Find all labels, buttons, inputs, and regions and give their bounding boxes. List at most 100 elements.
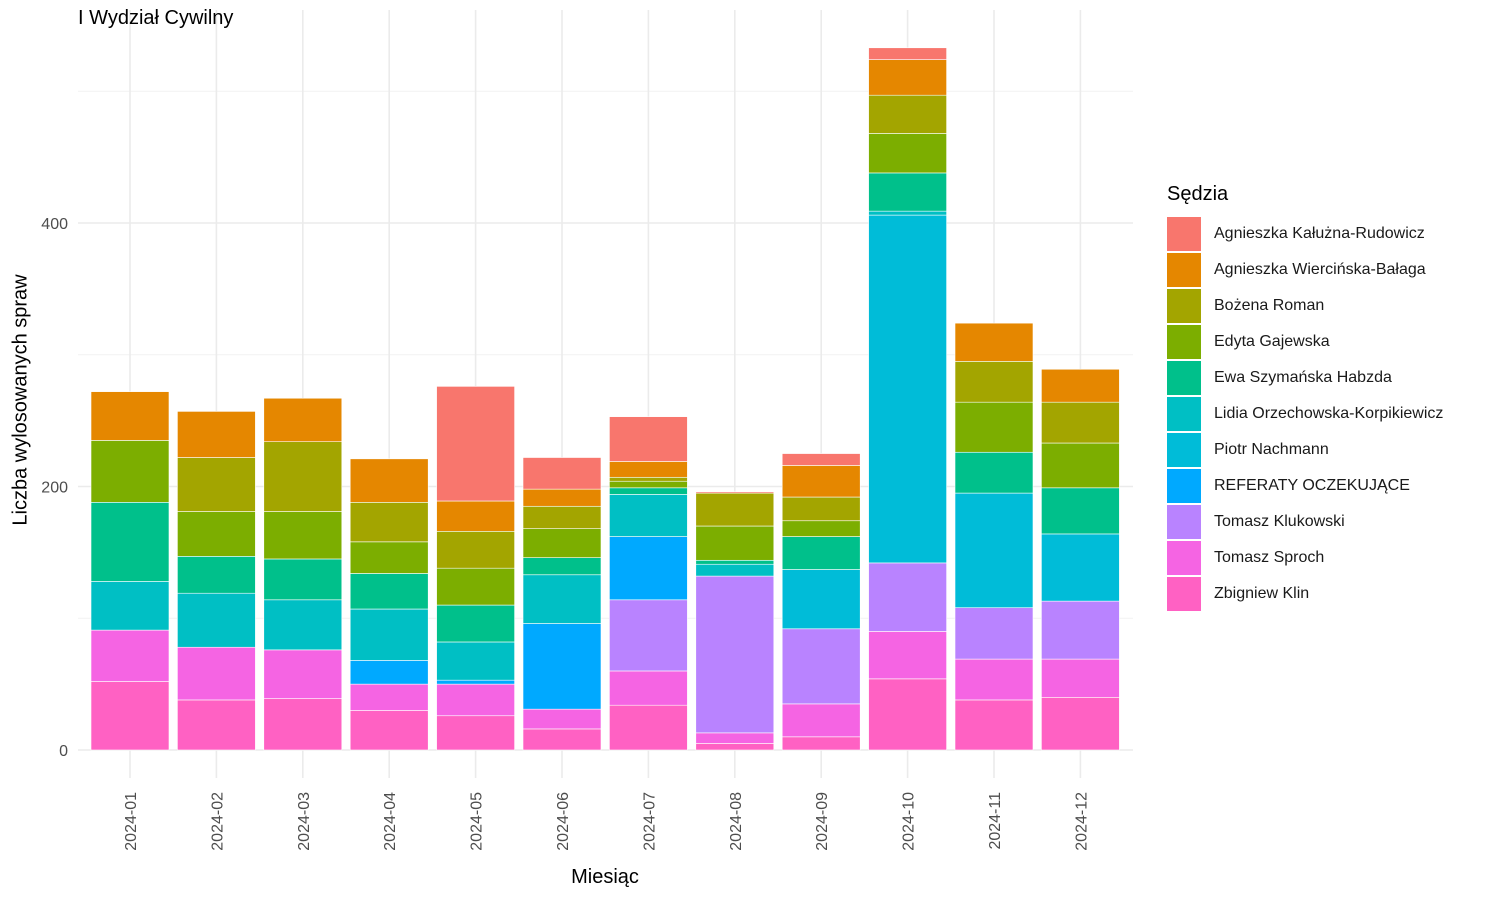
bar-segment: Agnieszka Wiercińska-Bałaga 2024-05: 23 xyxy=(436,500,515,532)
x-tick-label: 2024-09 xyxy=(814,792,831,851)
bar-segment: Zbigniew Klin 2024-02: 38 xyxy=(177,699,256,751)
legend-item: Agnieszka Kałużna-Rudowicz xyxy=(1167,216,1443,252)
bar-segment: Zbigniew Klin 2024-08: 5 xyxy=(695,743,775,751)
bar-segment: Ewa Szymańska Habzda 2024-06: 13 xyxy=(522,557,602,576)
legend-item: Tomasz Klukowski xyxy=(1167,504,1443,540)
bar-segment: Agnieszka Wiercińska-Bałaga 2024-09: 24 xyxy=(781,465,861,498)
bar-segment: Tomasz Sproch 2024-02: 40 xyxy=(177,646,256,701)
bar-segment: Edyta Gajewska 2024-11: 38 xyxy=(954,401,1034,453)
bar-segment: Bożena Roman 2024-04: 30 xyxy=(349,502,429,543)
axis-labels: 0 200 400 2024-01 2024-02 2024-03 2024-04 2024-… xyxy=(41,216,1090,851)
bar-segment: Zbigniew Klin 2024-06: 16 xyxy=(522,728,602,751)
legend-label: Lidia Orzechowska-Korpikiewicz xyxy=(1214,405,1444,422)
bar-segment: Edyta Gajewska 2024-12: 34 xyxy=(1041,442,1120,489)
bar-segment: Tomasz Klukowski 2024-11: 39 xyxy=(954,607,1034,660)
legend-item: Lidia Orzechowska-Korpikiewicz xyxy=(1167,396,1443,432)
legend-swatch xyxy=(1167,361,1201,395)
legend-title: Sędzia xyxy=(1167,183,1229,205)
legend-swatch xyxy=(1167,397,1201,431)
bar-segment: Edyta Gajewska 2024-08: 26 xyxy=(695,525,775,561)
bar-segment: Zbigniew Klin 2024-07: 34 xyxy=(609,704,688,751)
legend-swatch xyxy=(1167,469,1201,503)
bar-segment: Edyta Gajewska 2024-10: 30 xyxy=(868,133,947,174)
legend-label: Zbigniew Klin xyxy=(1214,585,1310,602)
x-axis-title: Miesiąc xyxy=(571,866,639,888)
bar-segment: Edyta Gajewska 2024-07: 5 xyxy=(609,480,688,489)
bar-segment: Zbigniew Klin 2024-12: 40 xyxy=(1041,696,1120,751)
bar-segment: REFERATY OCZEKUJĄCE 2024-06: 65 xyxy=(522,623,602,710)
bar-segment: Edyta Gajewska 2024-04: 24 xyxy=(349,541,429,574)
legend: Sędzia Agnieszka Kałużna-Rudowicz Agniesz… xyxy=(1167,183,1443,612)
bar-segment: Agnieszka Wiercińska-Bałaga 2024-07: 12 xyxy=(609,461,688,478)
bar-segment: Tomasz Sproch 2024-07: 26 xyxy=(609,670,688,706)
bar-segment: Ewa Szymańska Habzda 2024-08: 3 xyxy=(695,559,775,565)
x-tick-label: 2024-07 xyxy=(641,792,658,851)
legend-label: Bożena Roman xyxy=(1214,297,1325,314)
bar-segment: Agnieszka Wiercińska-Bałaga 2024-02: 35 xyxy=(177,411,256,458)
legend-label: Ewa Szymańska Habzda xyxy=(1214,369,1392,386)
bar-segment: Edyta Gajewska 2024-03: 36 xyxy=(263,511,343,560)
legend-swatch xyxy=(1167,217,1201,251)
legend-label: Tomasz Sproch xyxy=(1214,549,1325,566)
bar-segment: Agnieszka Wiercińska-Bałaga 2024-03: 33 xyxy=(263,397,343,443)
y-tick-label: 200 xyxy=(41,480,68,497)
bar-segment: Tomasz Sproch 2024-06: 15 xyxy=(522,708,602,730)
bar-segment: Ewa Szymańska Habzda 2024-09: 25 xyxy=(781,536,861,570)
legend-item: Agnieszka Wiercińska-Bałaga xyxy=(1167,252,1443,288)
bar-segment: Edyta Gajewska 2024-06: 22 xyxy=(522,528,602,558)
legend-label: Agnieszka Wiercińska-Bałaga xyxy=(1214,261,1426,278)
bar-segment: Agnieszka Kałużna-Rudowicz 2024-06: 24 xyxy=(522,457,602,490)
legend-label: Piotr Nachmann xyxy=(1214,441,1329,458)
chart-title: I Wydział Cywilny xyxy=(78,7,234,29)
legend-label: Tomasz Klukowski xyxy=(1214,513,1345,530)
legend-swatch xyxy=(1167,541,1201,575)
legend-item: Ewa Szymańska Habzda xyxy=(1167,360,1443,396)
bar-segment: Piotr Nachmann 2024-12: 51 xyxy=(1041,533,1120,602)
bar-segment: Piotr Nachmann 2024-09: 45 xyxy=(781,569,861,630)
legend-item: REFERATY OCZEKUJĄCE xyxy=(1167,468,1443,504)
legend-swatch xyxy=(1167,325,1201,359)
bar-segment: Tomasz Sproch 2024-05: 24 xyxy=(436,683,515,717)
bar-segment: Edyta Gajewska 2024-01: 47 xyxy=(90,440,170,503)
legend-swatch xyxy=(1167,253,1201,287)
bar-segment: Zbigniew Klin 2024-01: 52 xyxy=(90,681,170,751)
legend-item: Zbigniew Klin xyxy=(1167,576,1443,612)
bar-segment: Agnieszka Wiercińska-Bałaga 2024-01: 37 xyxy=(90,391,170,441)
legend-swatch xyxy=(1167,577,1201,611)
bar-segment: Zbigniew Klin 2024-05: 26 xyxy=(436,715,515,751)
bar-segment: Bożena Roman 2024-07: 3 xyxy=(609,476,688,482)
legend-label: Edyta Gajewska xyxy=(1214,333,1330,350)
bar-segment: Ewa Szymańska Habzda 2024-01: 60 xyxy=(90,502,170,582)
bar-segment: Tomasz Sproch 2024-11: 31 xyxy=(954,658,1034,701)
bar-segment: Agnieszka Kałużna-Rudowicz 2024-05: 87 xyxy=(436,386,515,502)
bar-segment: Bożena Roman 2024-03: 53 xyxy=(263,441,343,512)
bar-segment: Tomasz Klukowski 2024-12: 44 xyxy=(1041,600,1120,660)
bar-segment: Ewa Szymańska Habzda 2024-07: 5 xyxy=(609,487,688,495)
bar-segment: Ewa Szymańska Habzda 2024-04: 27 xyxy=(349,573,429,610)
bar-segment: Agnieszka Wiercińska-Bałaga 2024-12: 25 xyxy=(1041,368,1120,403)
bar-segment: Agnieszka Wiercińska-Bałaga 2024-06: 13 xyxy=(522,488,602,507)
bar-segment: Edyta Gajewska 2024-09: 12 xyxy=(781,520,861,537)
bar-segment: Lidia Orzechowska-Korpikiewicz 2024-06: … xyxy=(522,574,602,624)
bar-segment: Tomasz Sproch 2024-08: 8 xyxy=(695,732,775,744)
x-tick-label: 2024-03 xyxy=(296,792,313,851)
y-tick-label: 400 xyxy=(41,216,68,233)
bar-segment: Zbigniew Klin 2024-11: 38 xyxy=(954,699,1034,751)
bar-segment: Tomasz Sproch 2024-03: 37 xyxy=(263,649,343,699)
bar-segment: Lidia Orzechowska-Korpikiewicz 2024-02: … xyxy=(177,592,256,648)
bar-segment: Piotr Nachmann 2024-11: 87 xyxy=(954,492,1034,609)
bar-segment: Agnieszka Kałużna-Rudowicz 2024-08: 1 xyxy=(695,491,775,494)
x-tick-label: 2024-11 xyxy=(987,792,1004,850)
x-tick-label: 2024-10 xyxy=(901,792,918,851)
bar-segment: Tomasz Sproch 2024-09: 25 xyxy=(781,703,861,738)
legend-swatch xyxy=(1167,289,1201,323)
legend-item: Piotr Nachmann xyxy=(1167,432,1443,468)
x-tick-label: 2024-01 xyxy=(123,792,140,851)
bar-segment: Agnieszka Kałużna-Rudowicz 2024-09: 9 xyxy=(781,453,861,466)
legend-items: Agnieszka Kałużna-Rudowicz Agnieszka Wier… xyxy=(1167,216,1443,612)
x-tick-label: 2024-02 xyxy=(209,792,226,851)
bar-segment: Tomasz Sproch 2024-12: 29 xyxy=(1041,658,1120,698)
bar-segment: Piotr Nachmann 2024-10: 264 xyxy=(868,214,947,564)
bar-segment: Tomasz Klukowski 2024-07: 54 xyxy=(609,599,688,672)
bar-segment: Ewa Szymańska Habzda 2024-11: 31 xyxy=(954,451,1034,494)
